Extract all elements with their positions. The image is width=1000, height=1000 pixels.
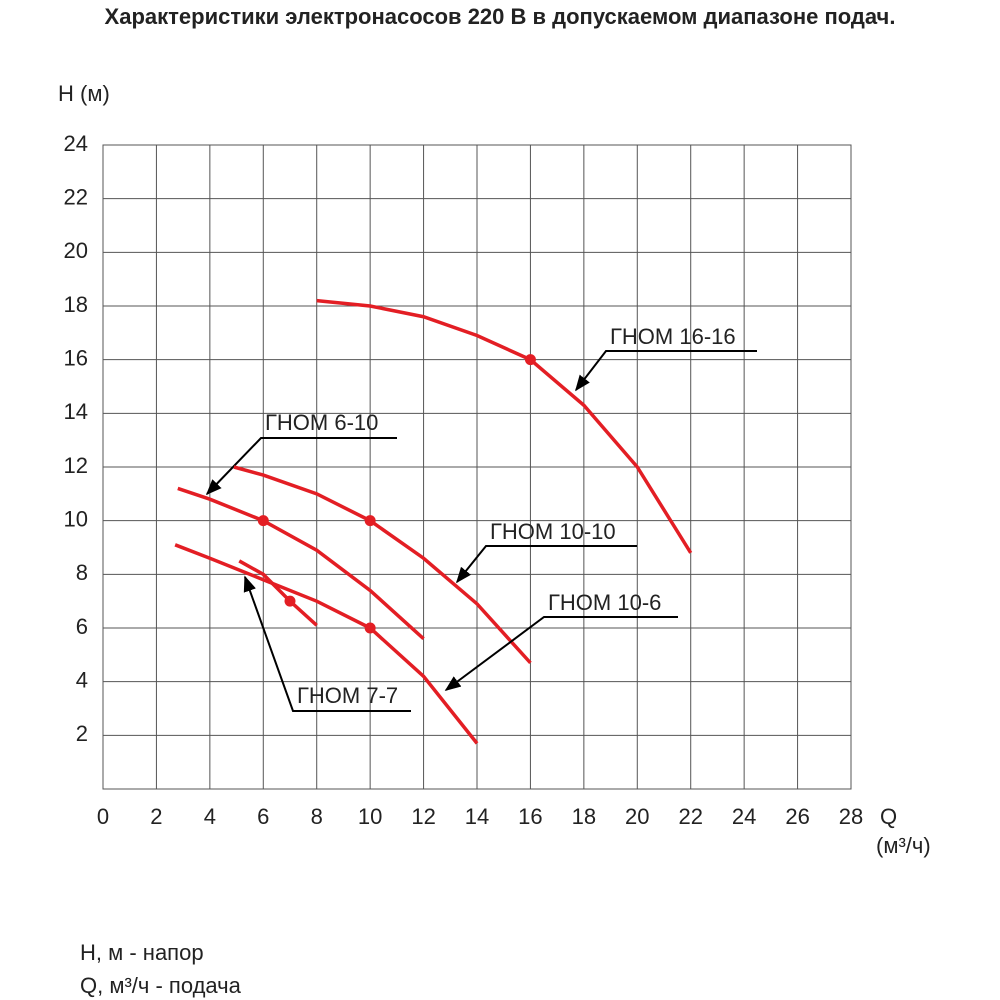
- x-tick-label: 2: [150, 804, 162, 829]
- rated-point: [364, 622, 376, 634]
- x-tick-label: 22: [678, 804, 702, 829]
- leader-line: [444, 616, 678, 691]
- x-tick-label: 24: [732, 804, 756, 829]
- leader-line: [205, 437, 397, 496]
- curve: [238, 559, 318, 627]
- y-tick-label: 20: [64, 238, 88, 263]
- x-tick-label: 4: [204, 804, 216, 829]
- rated-point: [257, 515, 269, 527]
- x-tick-label: 16: [518, 804, 542, 829]
- x-axis-unit: (м³/ч): [876, 833, 931, 858]
- leader-line: [243, 575, 411, 712]
- x-tick-label: 10: [358, 804, 382, 829]
- rated-point: [284, 595, 296, 607]
- leader-line: [455, 545, 637, 584]
- x-tick-label: 14: [465, 804, 489, 829]
- chart-title: Характеристики электронасосов 220 В в до…: [104, 4, 896, 29]
- y-tick-label: 8: [76, 560, 88, 585]
- curve: [174, 543, 479, 745]
- note: H, м - напор: [80, 940, 204, 965]
- curve: [316, 298, 693, 554]
- y-tick-label: 12: [64, 453, 88, 478]
- series-label: ГНОМ 6-10: [265, 410, 378, 435]
- x-tick-label: 20: [625, 804, 649, 829]
- x-tick-label: 0: [97, 804, 109, 829]
- y-axis-label: H (м): [58, 81, 110, 106]
- y-tick-label: 18: [64, 292, 88, 317]
- x-tick-label: 8: [311, 804, 323, 829]
- series-label: ГНОМ 10-10: [490, 519, 616, 544]
- leader-line: [575, 350, 757, 392]
- x-axis-label: Q: [880, 804, 897, 829]
- rated-point: [364, 515, 376, 527]
- note: Q, м³/ч - подача: [80, 973, 241, 998]
- x-tick-label: 6: [257, 804, 269, 829]
- series-label: ГНОМ 16-16: [610, 324, 736, 349]
- plot-frame: [102, 144, 852, 790]
- y-tick-label: 2: [76, 721, 88, 746]
- curve: [233, 465, 532, 665]
- y-tick-label: 14: [64, 399, 88, 424]
- y-tick-label: 24: [64, 131, 88, 156]
- series-label: ГНОМ 7-7: [297, 683, 398, 708]
- y-tick-label: 4: [76, 667, 88, 692]
- x-tick-label: 26: [785, 804, 809, 829]
- rated-point: [524, 354, 536, 366]
- series-label: ГНОМ 10-6: [548, 590, 661, 615]
- x-tick-label: 28: [839, 804, 863, 829]
- y-tick-label: 16: [64, 345, 88, 370]
- y-tick-label: 22: [64, 184, 88, 209]
- y-tick-label: 10: [64, 506, 88, 531]
- x-tick-label: 12: [411, 804, 435, 829]
- curve: [177, 486, 425, 641]
- x-tick-label: 18: [572, 804, 596, 829]
- y-tick-label: 6: [76, 614, 88, 639]
